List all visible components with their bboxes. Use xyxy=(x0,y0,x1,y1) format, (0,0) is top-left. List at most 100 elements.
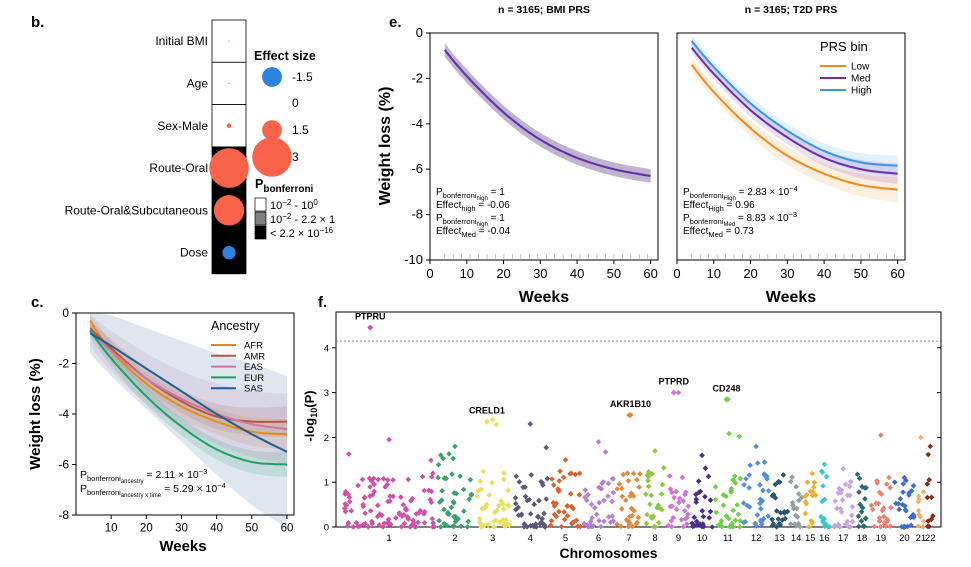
snp-point xyxy=(790,505,797,512)
snp-point xyxy=(848,478,854,485)
snp-point xyxy=(834,505,840,512)
x-tick-label: 10 xyxy=(460,266,474,281)
row-label: Route-Oral&Subcutaneous xyxy=(65,203,208,217)
snp-point xyxy=(709,524,716,530)
snp-point xyxy=(505,521,511,528)
snp-point xyxy=(561,516,568,523)
series-line xyxy=(89,330,288,466)
snp-point xyxy=(875,500,882,507)
snp-point xyxy=(678,516,685,523)
label-part: (P) xyxy=(302,390,317,407)
legend-title: PRS bin xyxy=(820,39,868,54)
snp-point xyxy=(743,476,749,482)
snp-point xyxy=(576,470,583,477)
snp-point xyxy=(345,520,352,526)
snp-point xyxy=(764,473,770,480)
snp-point xyxy=(618,485,625,492)
snp-point xyxy=(752,520,758,527)
snp-point xyxy=(649,471,655,477)
snp-point xyxy=(874,477,880,484)
label-part: P xyxy=(80,483,87,495)
snp-point xyxy=(741,482,747,488)
stat-annotation: PbonferroniMed = 8.83 × 10−3 xyxy=(683,210,797,228)
snp-point xyxy=(807,488,814,494)
snp-point xyxy=(925,451,932,458)
snp-point xyxy=(757,500,763,507)
snp-point xyxy=(458,523,464,530)
snp-point xyxy=(616,481,623,487)
snp-point xyxy=(428,457,434,464)
snp-point xyxy=(415,519,421,526)
snp-point xyxy=(770,491,777,498)
snp-point xyxy=(538,478,544,485)
label-part: 10 xyxy=(309,408,319,418)
snp-point xyxy=(656,519,662,526)
snp-point xyxy=(596,517,602,524)
snp-point xyxy=(656,504,662,511)
snp-point xyxy=(791,521,798,527)
snp-point xyxy=(398,523,405,530)
snp-point xyxy=(370,475,377,482)
y-tick-label: 0 xyxy=(62,306,69,320)
snp-point xyxy=(858,508,865,515)
snp-point xyxy=(925,518,931,524)
x-tick-label: 10 xyxy=(105,523,118,535)
snp-point xyxy=(564,503,570,509)
snp-point xyxy=(794,514,801,520)
snp-point xyxy=(838,508,845,515)
snp-point xyxy=(773,524,780,530)
label-part: = 1 xyxy=(488,213,505,224)
snp-point xyxy=(742,518,749,525)
stat-annotation: EffectHigh = 0.96 xyxy=(683,200,755,213)
p-legend-label: 10−2 - 2.2 × 1 xyxy=(270,212,335,226)
snp-point xyxy=(735,511,742,518)
row-label: Sex-Male xyxy=(157,119,208,133)
x-axis-title: Weeks xyxy=(159,538,206,555)
snp-point xyxy=(626,513,633,520)
snp-point xyxy=(693,491,699,498)
snp-point xyxy=(712,484,719,490)
snp-point xyxy=(846,492,853,499)
snp-point xyxy=(421,487,428,494)
label-part: = 2.11 × 10 xyxy=(143,469,198,481)
snp-point xyxy=(607,519,614,526)
chromosome-label: 21 xyxy=(916,533,927,544)
snp-point xyxy=(636,484,642,490)
snp-point xyxy=(524,524,530,530)
snp-point xyxy=(468,491,475,498)
snp-point xyxy=(619,506,625,512)
snp-point xyxy=(713,509,720,516)
snp-point xyxy=(360,503,367,510)
chromosome-label: 5 xyxy=(563,533,568,544)
snp-point xyxy=(730,507,737,514)
plot-frame xyxy=(429,32,659,261)
snp-point xyxy=(593,511,600,518)
stat-annotation: PbonferroniHigh = 2.83 × 10−4 xyxy=(683,184,798,202)
label-part: Med xyxy=(708,230,723,239)
snp-point xyxy=(876,518,883,524)
x-tick-label: 60 xyxy=(281,523,294,535)
snp-point xyxy=(652,524,658,530)
snp-point xyxy=(371,481,377,488)
label-part: = 1 xyxy=(488,187,505,198)
snp-point xyxy=(628,490,635,496)
label-part: ancestry xyxy=(121,479,144,485)
x-tick-label: 50 xyxy=(854,266,868,281)
snp-point xyxy=(796,491,802,497)
snp-point xyxy=(411,523,418,530)
snp-point xyxy=(911,514,917,521)
snp-point xyxy=(729,520,735,527)
hit-point xyxy=(723,396,730,403)
snp-point xyxy=(477,478,484,485)
snp-point xyxy=(476,515,483,522)
snp-point xyxy=(430,520,437,526)
x-tick-label: 20 xyxy=(140,523,153,535)
snp-point xyxy=(430,470,436,477)
snp-point xyxy=(927,443,934,450)
snp-point xyxy=(522,493,529,500)
hit-point xyxy=(483,418,490,425)
snp-point xyxy=(855,523,862,530)
label-part: −2 xyxy=(282,212,292,221)
snp-point xyxy=(567,491,574,497)
snp-point xyxy=(560,474,567,481)
